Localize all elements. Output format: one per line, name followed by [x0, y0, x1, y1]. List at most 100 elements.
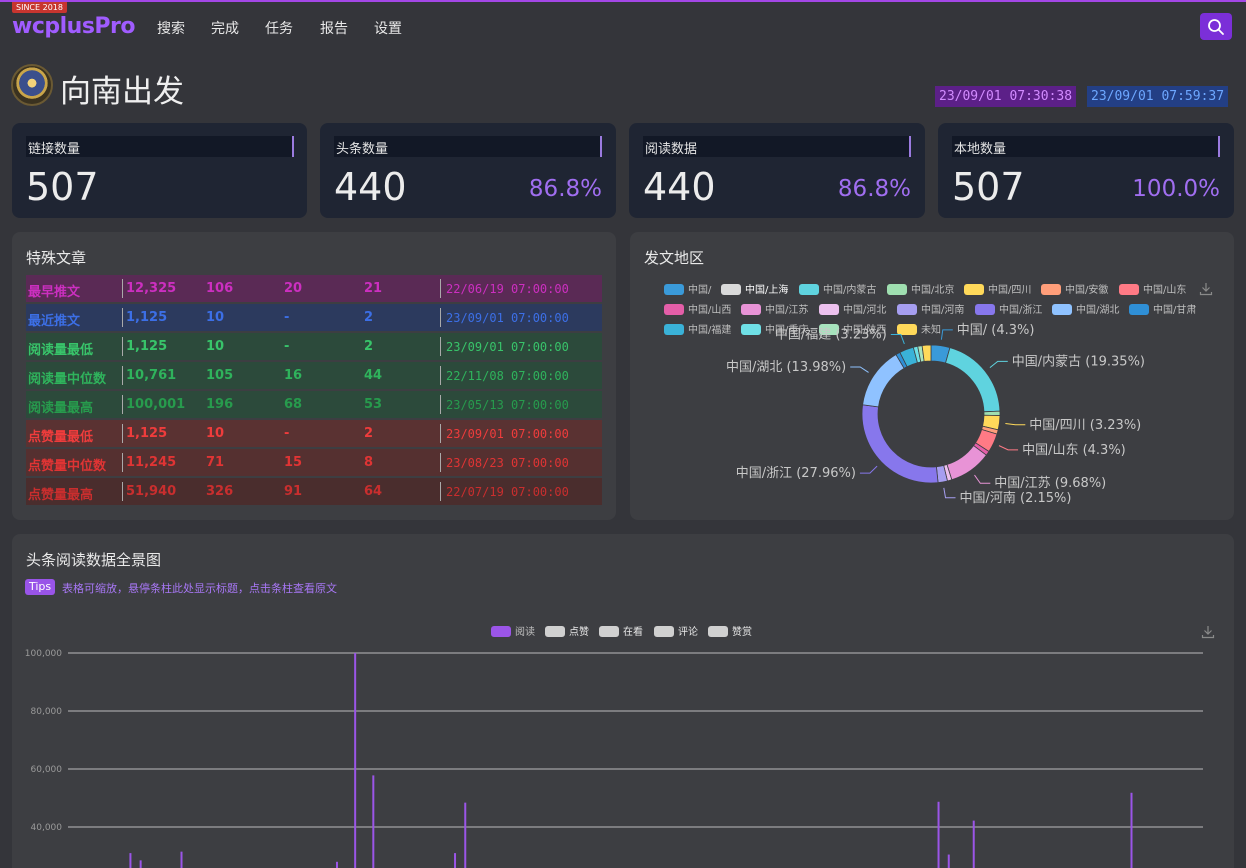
legend-item[interactable]: 中国/上海 [721, 281, 788, 296]
legend-item[interactable]: 中国/浙江 [975, 301, 1042, 316]
legend-swatch [545, 626, 565, 637]
nav-search[interactable]: 搜索 [157, 21, 185, 37]
read-bar[interactable] [454, 853, 457, 868]
cell-comment: 2 [364, 339, 374, 354]
stat-value: 440 [643, 165, 716, 209]
slice-label-line [974, 474, 991, 484]
stat-label: 链接数量 [28, 142, 81, 157]
cell-like: 10 [206, 339, 225, 354]
legend-swatch [799, 284, 819, 295]
special-article-row[interactable]: 阅读量中位数 10,761 105 16 44 22/11/08 07:00:00 [26, 362, 602, 389]
legend-item[interactable]: 中国/甘肃 [1129, 301, 1196, 316]
stat-label: 阅读数据 [645, 142, 698, 157]
column-divider [122, 337, 123, 356]
slice-label-line [1005, 423, 1026, 426]
legend-swatch [708, 626, 728, 637]
cell-like: 10 [206, 426, 225, 441]
legend-item[interactable]: 中国/山西 [664, 301, 731, 316]
cell-comment: 44 [364, 368, 383, 383]
column-divider [122, 366, 123, 385]
series-legend-item[interactable]: 阅读 [491, 623, 535, 638]
read-bar[interactable] [1130, 792, 1133, 868]
legend-item[interactable]: 未知 [897, 321, 941, 336]
series-legend-item[interactable]: 点赞 [545, 623, 589, 638]
nav-tasks[interactable]: 任务 [265, 21, 293, 37]
region-donut-chart: 中国/ (4.3%) 中国/内蒙古 (19.35%) 中国/四川 (3.23%) 中国… [726, 323, 1145, 506]
read-bar[interactable] [947, 854, 950, 868]
special-article-row[interactable]: 点赞量中位数 11,245 71 15 8 23/08/23 07:00:00 [26, 449, 602, 476]
legend-item[interactable]: 中国/重庆 [741, 321, 808, 336]
legend-item[interactable]: 中国/内蒙古 [799, 281, 876, 296]
nav-done[interactable]: 完成 [211, 21, 239, 37]
slice-label: 中国/福建 (3.23%) [775, 328, 887, 343]
legend-item[interactable]: 中国/湖北 [1052, 301, 1119, 316]
legend-swatch [664, 324, 684, 335]
cell-comment: 53 [364, 397, 383, 412]
legend-item[interactable]: 中国/山东 [1119, 281, 1186, 296]
stat-value: 507 [952, 165, 1025, 209]
legend-label: 中国/重庆 [765, 325, 809, 336]
read-bar[interactable] [372, 775, 375, 868]
cell-read: 1,125 [126, 310, 168, 325]
legend-swatch [1119, 284, 1139, 295]
series-legend-item[interactable]: 在看 [599, 623, 643, 638]
legend-swatch [654, 626, 674, 637]
special-article-row[interactable]: 点赞量最高 51,940 326 91 64 22/07/19 07:00:00 [26, 478, 602, 505]
series-legend-item[interactable]: 赞赏 [708, 623, 752, 638]
y-tick-label: 100,000 [25, 649, 62, 659]
nav-report[interactable]: 报告 [320, 21, 348, 37]
legend-item[interactable]: 中国/江苏 [741, 301, 808, 316]
legend-swatch [664, 284, 684, 295]
legend-label: 中国/安徽 [1065, 285, 1109, 296]
cell-read: 1,125 [126, 426, 168, 441]
cell-like: 196 [206, 397, 234, 412]
read-bar[interactable] [335, 861, 338, 868]
reads-bar-chart[interactable]: 100,000 80,000 60,000 40,000 [0, 640, 1246, 868]
donut-slice[interactable] [945, 347, 1001, 413]
series-legend-item[interactable]: 评论 [654, 623, 698, 638]
slice-label: 中国/湖北 (13.98%) [726, 360, 846, 375]
nav-settings[interactable]: 设置 [374, 21, 402, 37]
special-article-row[interactable]: 阅读量最低 1,125 10 - 2 23/09/01 07:00:00 [26, 333, 602, 360]
read-bar[interactable] [937, 801, 940, 868]
read-bar[interactable] [972, 820, 975, 868]
download-icon[interactable] [1201, 625, 1215, 639]
brand-logo[interactable]: wcplusPro [12, 14, 136, 39]
read-bar[interactable] [139, 860, 142, 868]
legend-item[interactable]: 中国/安徽 [1041, 281, 1108, 296]
read-bar[interactable] [129, 853, 132, 868]
cell-read: 100,001 [126, 397, 186, 412]
special-article-row[interactable]: 点赞量最低 1,125 10 - 2 23/09/01 07:00:00 [26, 420, 602, 447]
legend-item[interactable]: 中国/四川 [964, 281, 1031, 296]
search-button[interactable] [1200, 13, 1232, 40]
legend-item[interactable]: 中国/河北 [819, 301, 886, 316]
legend-label: 中国/内蒙古 [823, 285, 877, 296]
legend-swatch [1041, 284, 1061, 295]
donut-slice[interactable] [862, 353, 905, 408]
donut-slice[interactable] [921, 344, 932, 362]
read-bar[interactable] [464, 802, 467, 868]
read-bar[interactable] [354, 652, 357, 868]
avatar [11, 64, 53, 106]
stat-card-local: 本地数量 507 100.0% [938, 123, 1234, 218]
slice-label-line [890, 334, 905, 345]
download-icon[interactable] [1199, 282, 1213, 296]
legend-item[interactable]: 中国/陕西 [819, 321, 886, 336]
slice-label: 中国/江苏 (9.68%) [994, 475, 1106, 491]
slice-label-line [998, 445, 1019, 451]
special-article-row[interactable]: 阅读量最高 100,001 196 68 53 23/05/13 07:00:00 [26, 391, 602, 418]
legend-item[interactable]: 中国/福建 [664, 321, 731, 336]
legend-item[interactable]: 中国/ [664, 281, 711, 296]
special-article-row[interactable]: 最早推文 12,325 106 20 21 22/06/19 07:00:00 [26, 275, 602, 302]
legend-item[interactable]: 中国/北京 [887, 281, 954, 296]
special-article-row[interactable]: 最近推文 1,125 10 - 2 23/09/01 07:00:00 [26, 304, 602, 331]
legend-label: 阅读 [515, 627, 535, 638]
donut-slice[interactable] [946, 445, 987, 481]
read-bar[interactable] [180, 851, 183, 868]
donut-slice[interactable] [861, 404, 939, 484]
legend-label: 中国/上海 [745, 285, 789, 296]
cell-read: 1,125 [126, 339, 168, 354]
slice-label: 中国/内蒙古 (19.35%) [1012, 353, 1145, 369]
legend-swatch [819, 304, 839, 315]
legend-item[interactable]: 中国/河南 [897, 301, 964, 316]
